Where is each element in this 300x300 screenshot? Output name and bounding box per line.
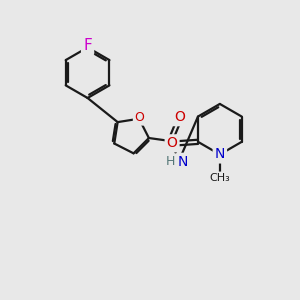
Text: O: O	[174, 110, 184, 124]
Text: CH₃: CH₃	[209, 173, 230, 183]
Text: N: N	[215, 148, 225, 161]
Text: H: H	[166, 155, 176, 168]
Text: N: N	[178, 155, 188, 169]
Text: O: O	[135, 111, 145, 124]
Text: O: O	[167, 136, 178, 150]
Text: F: F	[83, 38, 92, 53]
